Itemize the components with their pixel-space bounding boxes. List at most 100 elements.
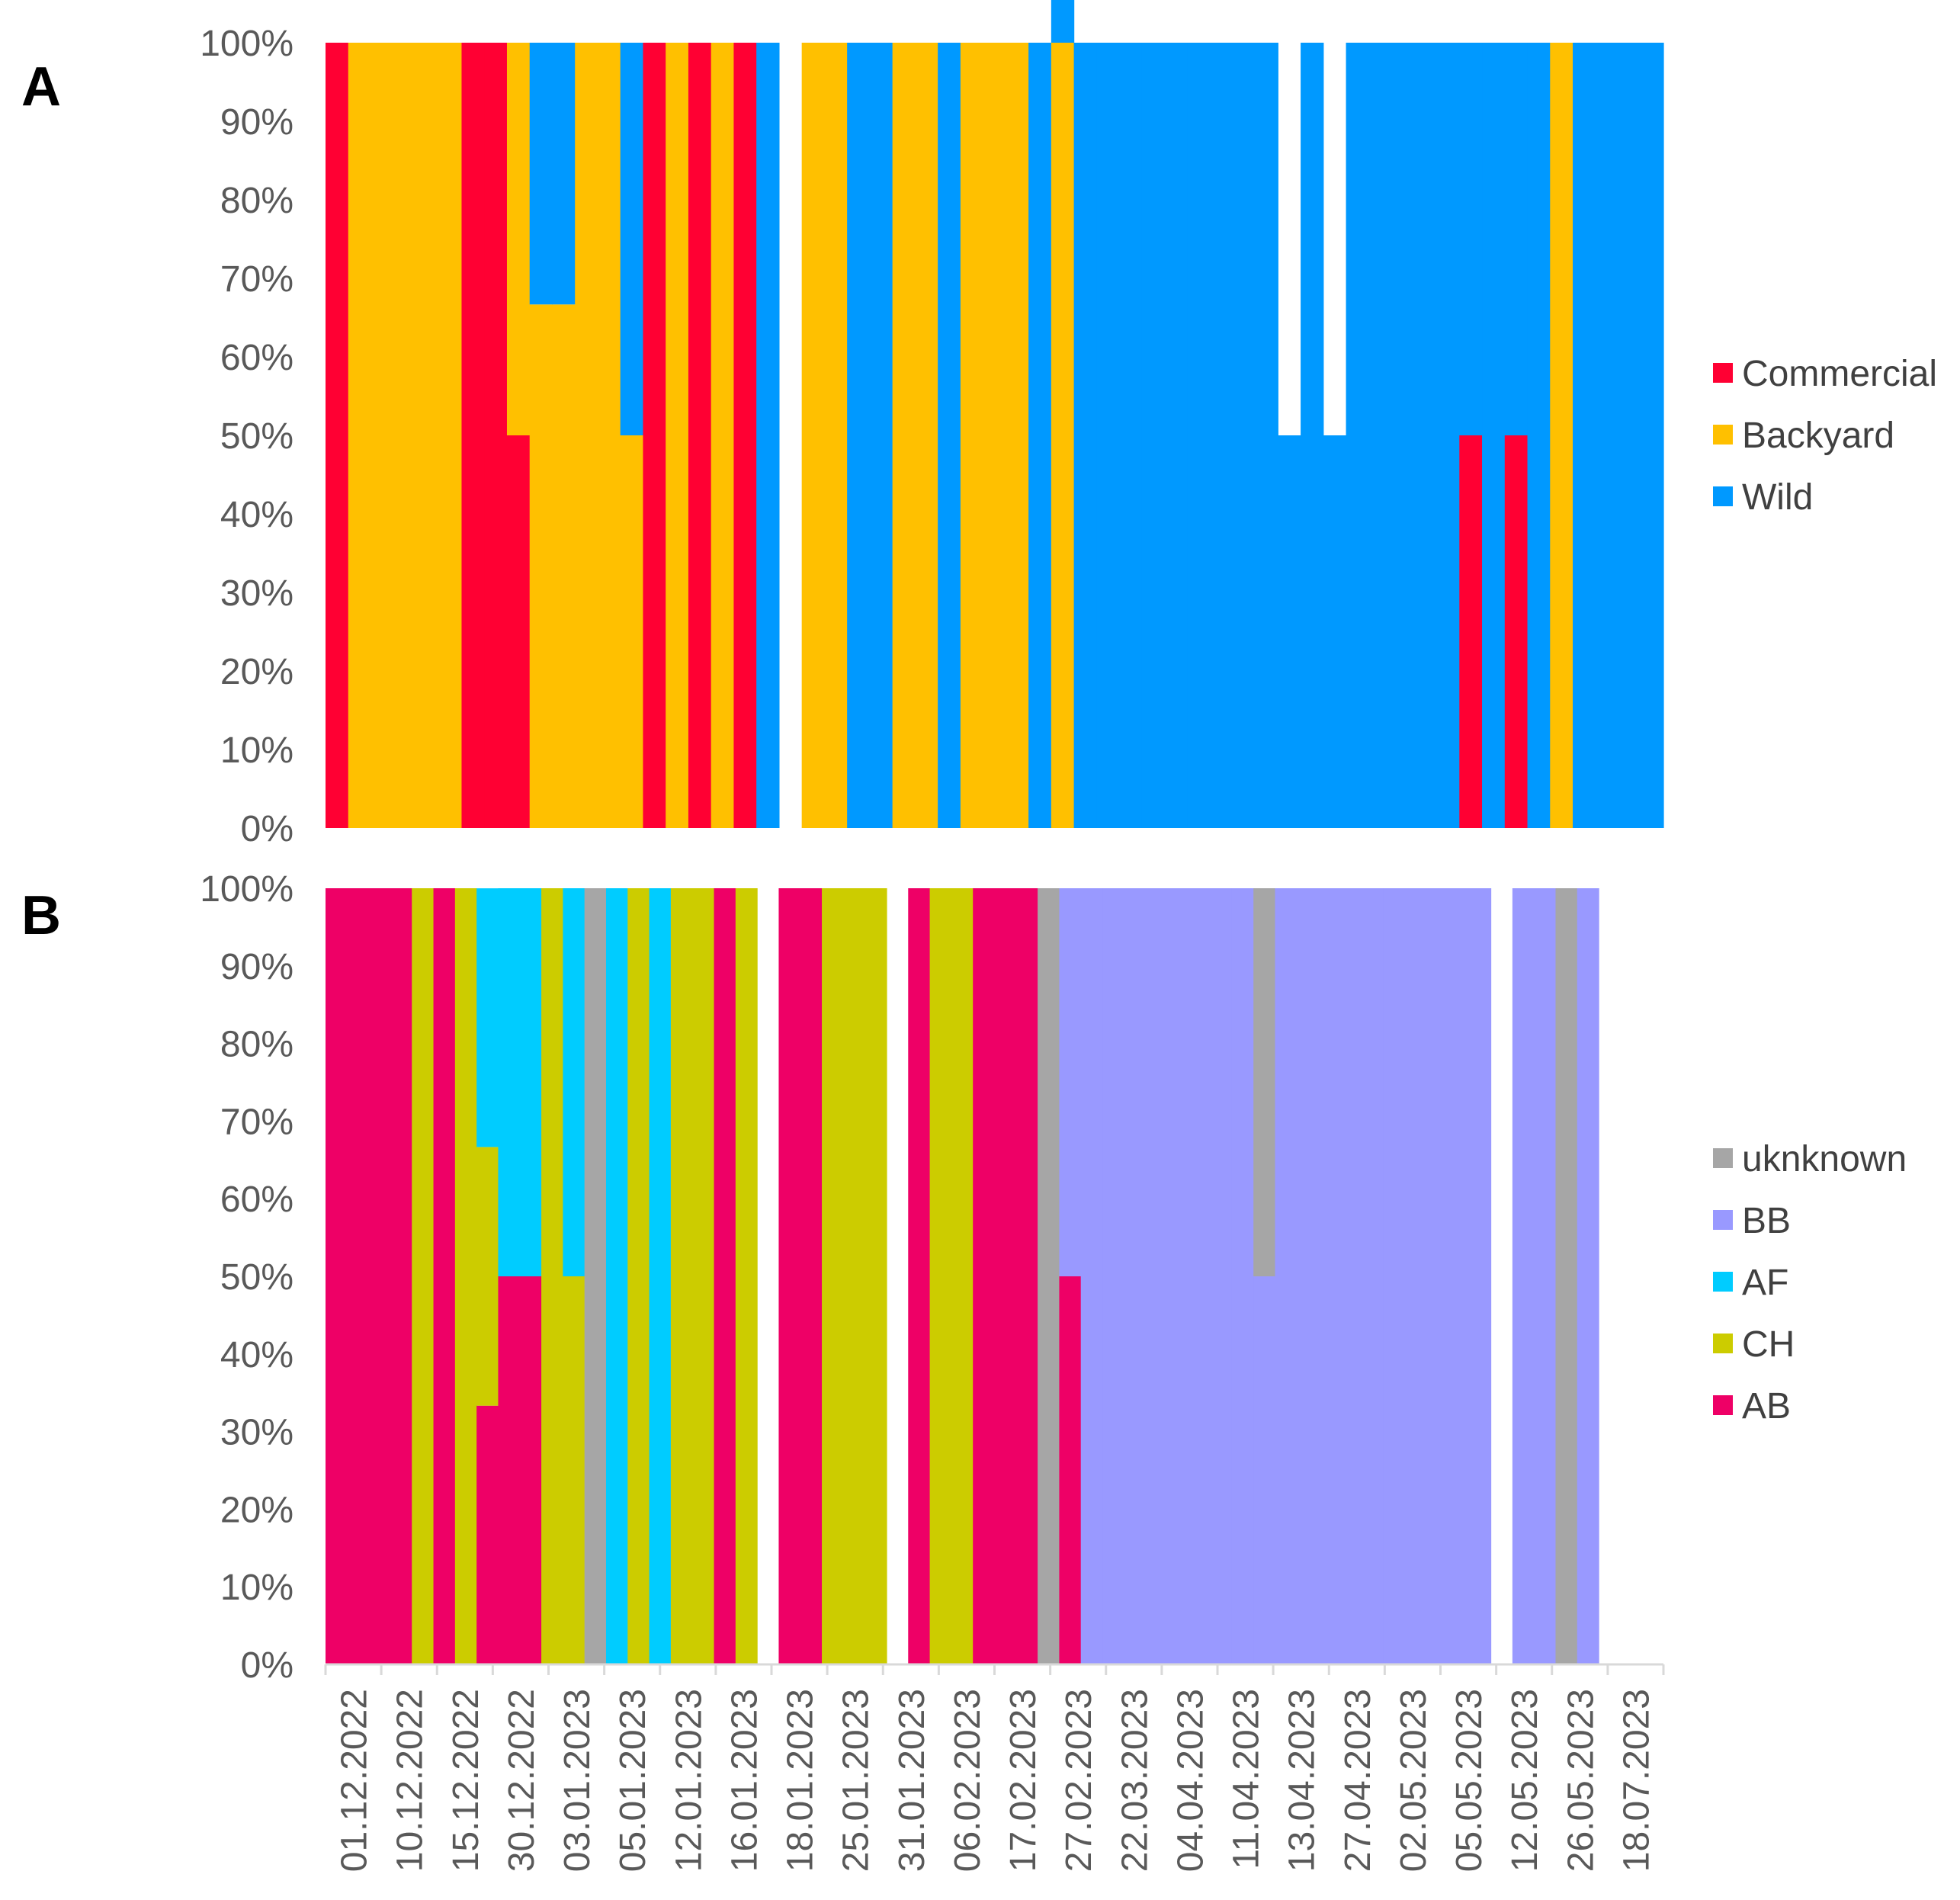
- bar-b-50-bb: [1404, 888, 1427, 1664]
- bar-b-8-ab: [498, 1276, 521, 1664]
- bar-b-42-bb: [1231, 888, 1254, 1664]
- y-tick-label: 70%: [220, 1102, 294, 1142]
- panel-letter-a: A: [21, 56, 61, 117]
- bar-a-11-backyard: [575, 43, 598, 828]
- bar-b-1-ab: [347, 888, 370, 1664]
- bar-b-9-ab: [519, 1276, 542, 1664]
- x-tick-label: 06.02.2023: [948, 1689, 988, 1872]
- legend-swatch-backyard: [1713, 425, 1733, 445]
- bar-b-28-ch: [929, 888, 952, 1664]
- bar-a-8-commercial: [506, 435, 531, 828]
- bar-b-9-af: [519, 888, 542, 1276]
- x-tick-label: 10.12.2022: [390, 1689, 431, 1872]
- bar-a-28-backyard: [960, 43, 984, 828]
- bar-a-13-wild: [620, 43, 644, 435]
- bar-a-43-wild: [1301, 43, 1324, 828]
- bar-b-43-uknknown: [1253, 888, 1276, 1276]
- bar-b-18-ab: [714, 888, 736, 1664]
- y-tick-label: 30%: [220, 573, 294, 614]
- bar-b-11-ch: [563, 1276, 585, 1664]
- y-tick-label: 50%: [220, 1257, 294, 1298]
- bar-a-24-wild: [869, 43, 893, 828]
- bar-b-30-ab: [973, 888, 996, 1664]
- bar-b-43-bb: [1253, 1276, 1276, 1664]
- bar-a-30-backyard: [1006, 43, 1029, 828]
- chart-b: 0% 10% 20% 30% 40% 50% 60% 70% 80% 90% 100% 01.12.2…: [200, 869, 1907, 1872]
- bar-b-22-ab: [800, 888, 823, 1664]
- legend-label-af: AF: [1742, 1263, 1788, 1303]
- bar-b-19-ch: [735, 888, 758, 1664]
- x-tick-label: 22.03.2023: [1115, 1689, 1155, 1872]
- x-tick-label: 17.02.2023: [1003, 1689, 1044, 1872]
- bar-a-53-wild: [1527, 43, 1551, 828]
- y-tick-label: 70%: [220, 259, 294, 300]
- bar-b-4-ch: [412, 888, 435, 1664]
- x-tick-label: 01.12.2022: [335, 1689, 375, 1872]
- bar-a-58-wild: [1641, 43, 1664, 828]
- bar-b-48-bb: [1361, 888, 1384, 1664]
- bar-a-7-commercial: [484, 43, 508, 828]
- bar-a-25-backyard: [892, 43, 916, 828]
- y-tick-label: 10%: [220, 730, 294, 771]
- bar-a-14-commercial: [643, 43, 666, 828]
- bar-b-57-uknknown: [1555, 888, 1578, 1664]
- bar-b-12-uknknown: [584, 888, 607, 1664]
- x-tick-label: 18.07.2023: [1616, 1689, 1657, 1872]
- bar-b-8-af: [498, 888, 521, 1276]
- bar-b-21-ab: [778, 888, 801, 1664]
- bar-a-51-wild: [1482, 43, 1506, 828]
- bar-b-29-ch: [951, 888, 974, 1664]
- y-tick-label: 40%: [220, 1335, 294, 1375]
- y-tick-label: 10%: [220, 1568, 294, 1608]
- y-tick-label: 0%: [241, 809, 294, 849]
- bar-a-57-wild: [1618, 43, 1641, 828]
- legend-label-wild: Wild: [1742, 477, 1813, 518]
- x-tick-label: 05.01.2023: [613, 1689, 653, 1872]
- bar-b-13-af: [605, 888, 628, 1664]
- legend-label-uknknown: uknknown: [1742, 1139, 1907, 1179]
- bar-a-52-wild: [1504, 43, 1529, 435]
- bar-a-42-wild: [1278, 435, 1301, 828]
- bar-b-16-ch: [670, 888, 693, 1664]
- bar-b-7-ab: [476, 1405, 499, 1664]
- y-tick-label: 80%: [220, 1025, 294, 1065]
- y-tick-label: 80%: [220, 181, 294, 221]
- bar-a-46-wild: [1368, 43, 1392, 828]
- bar-b-6-ch: [454, 888, 477, 1664]
- y-tick-label: 30%: [220, 1413, 294, 1453]
- bar-b-11-af: [563, 888, 585, 1276]
- bar-b-53-bb: [1469, 888, 1492, 1664]
- bar-a-15-backyard: [666, 43, 689, 828]
- bar-a-1-backyard: [348, 43, 372, 828]
- bar-a-27-wild: [938, 43, 961, 828]
- bar-b-7-af: [476, 888, 499, 1147]
- bar-a-19-wild: [756, 43, 780, 828]
- bar-a-21-backyard: [801, 43, 826, 828]
- bar-a-44-wild: [1323, 435, 1347, 828]
- bar-a-32-backyard: [1051, 43, 1075, 828]
- bar-b-55-bb: [1512, 888, 1535, 1664]
- bar-a-23-wild: [847, 43, 871, 828]
- x-tick-label: 16.01.2023: [724, 1689, 765, 1872]
- bar-a-40-wild: [1232, 43, 1256, 828]
- bar-a-18-commercial: [733, 43, 757, 828]
- bar-a-47-wild: [1391, 43, 1415, 828]
- bar-a-12-backyard: [597, 43, 621, 828]
- y-tick-label: 90%: [220, 102, 294, 143]
- bar-b-27-ab: [908, 888, 931, 1664]
- x-tick-label: 31.01.2023: [892, 1689, 932, 1872]
- bar-a-32-wild: [1051, 0, 1075, 43]
- bar-b-46-bb: [1318, 888, 1341, 1664]
- bar-a-5-backyard: [438, 43, 463, 828]
- bar-b-15-af: [649, 888, 672, 1664]
- bar-a-26-backyard: [915, 43, 938, 828]
- bar-a-34-wild: [1096, 43, 1120, 828]
- bar-a-38-wild: [1187, 43, 1211, 828]
- bar-b-2-ab: [368, 888, 391, 1664]
- y-tick-label: 20%: [220, 652, 294, 692]
- bar-a-16-commercial: [688, 43, 712, 828]
- x-tick-label: 30.12.2022: [502, 1689, 542, 1872]
- legend-swatch-commercial: [1713, 363, 1733, 383]
- x-tick-label: 05.05.2023: [1449, 1689, 1490, 1872]
- bar-b-34-ab: [1059, 1276, 1082, 1664]
